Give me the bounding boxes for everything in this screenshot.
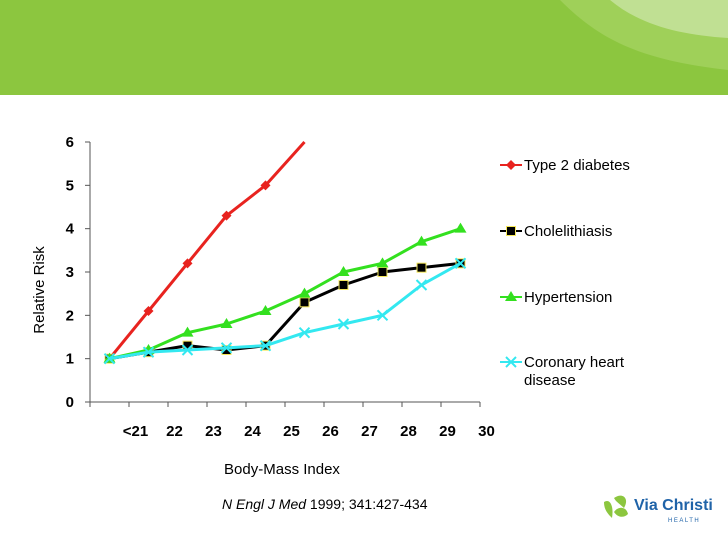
via-christi-logo: Via Christi HEALTH	[604, 495, 713, 524]
legend-label: Cholelithiasis	[524, 223, 612, 240]
x-axis-title: Body-Mass Index	[224, 461, 340, 478]
header-band-swirl	[610, 0, 728, 38]
decorative-header-band	[0, 0, 728, 95]
data-point	[415, 279, 428, 291]
y-axis-title: Relative Risk	[31, 246, 48, 334]
x-tick-label: 29	[439, 423, 456, 440]
y-tick-label: 1	[66, 351, 74, 368]
series-line	[109, 261, 461, 361]
data-point	[181, 326, 194, 337]
logo-subtitle: HEALTH	[668, 518, 700, 524]
citation-journal: N Engl J Med	[222, 496, 307, 512]
series-2	[103, 222, 467, 363]
legend-item: Cholelithiasis	[500, 223, 612, 240]
data-point	[298, 287, 311, 298]
legend-label: Coronary heart	[524, 354, 625, 371]
data-point	[220, 342, 233, 354]
citation: N Engl J Med 1999; 341:427-434	[222, 496, 428, 512]
legend-swatch-marker	[506, 160, 516, 170]
logo-mark-icon	[614, 495, 627, 508]
y-tick-label: 4	[66, 221, 75, 238]
data-point	[416, 262, 427, 273]
data-point	[377, 267, 388, 277]
chart-legend: Type 2 diabetes Cholelithiasis Hypertensio…	[500, 157, 630, 389]
y-tick-label: 3	[66, 264, 74, 281]
legend-swatch-marker	[505, 356, 517, 368]
data-point	[337, 318, 350, 330]
x-tick-label: 24	[244, 423, 261, 440]
x-tick-label: 25	[283, 423, 300, 440]
legend-swatch-marker	[506, 226, 516, 236]
data-point	[220, 318, 233, 328]
y-tick-label: 0	[66, 394, 74, 411]
data-point	[376, 257, 389, 268]
y-tick-label: 5	[66, 177, 74, 194]
legend-swatch-marker	[505, 291, 517, 301]
y-tick-label: 6	[66, 134, 74, 151]
header-band-background	[0, 0, 728, 95]
y-tick-label: 2	[66, 307, 74, 324]
series-line	[108, 140, 306, 360]
data-point	[221, 210, 232, 221]
chart-series	[103, 140, 467, 365]
data-point	[415, 235, 428, 246]
data-point	[259, 305, 272, 315]
series-1	[104, 258, 466, 364]
logo-name: Via Christi	[634, 497, 713, 514]
legend-item: Type 2 diabetes	[500, 157, 630, 174]
y-axis-ticks: 0 1 2 3 4 5 6	[66, 134, 90, 411]
citation-details: 1999; 341:427-434	[306, 496, 428, 512]
data-point	[376, 309, 389, 322]
logo-mark-icon	[614, 507, 628, 517]
data-point	[338, 280, 349, 290]
x-tick-label: <21	[123, 423, 148, 440]
data-point	[454, 222, 467, 233]
x-tick-label: 30	[478, 423, 495, 440]
data-point	[221, 345, 232, 355]
data-point	[298, 326, 311, 339]
series-3	[103, 257, 467, 365]
legend-label: Type 2 diabetes	[524, 157, 630, 174]
x-tick-label: 28	[400, 423, 417, 440]
data-point	[143, 306, 154, 316]
legend-label: disease	[524, 372, 576, 389]
series-0	[104, 140, 306, 364]
x-tick-label: 23	[205, 423, 222, 440]
x-tick-label: 22	[166, 423, 183, 440]
data-point	[299, 297, 310, 308]
data-point	[103, 352, 116, 365]
data-point	[260, 180, 271, 191]
data-point	[259, 339, 272, 352]
series-line	[109, 227, 461, 361]
legend-label: Hypertension	[524, 289, 612, 306]
header-band-swirl	[560, 0, 728, 70]
data-point	[181, 344, 194, 356]
x-axis-ticks: <21 22 23 24 25 26 27 28 29 30	[89, 402, 495, 440]
data-point	[142, 346, 155, 358]
data-point	[182, 258, 193, 269]
x-tick-label: 26	[322, 423, 339, 440]
series-line	[109, 262, 462, 361]
x-tick-label: 27	[361, 423, 378, 440]
logo-mark-icon	[604, 500, 613, 518]
legend-item: Hypertension	[500, 289, 612, 306]
data-point	[454, 257, 467, 270]
data-point	[337, 266, 350, 276]
